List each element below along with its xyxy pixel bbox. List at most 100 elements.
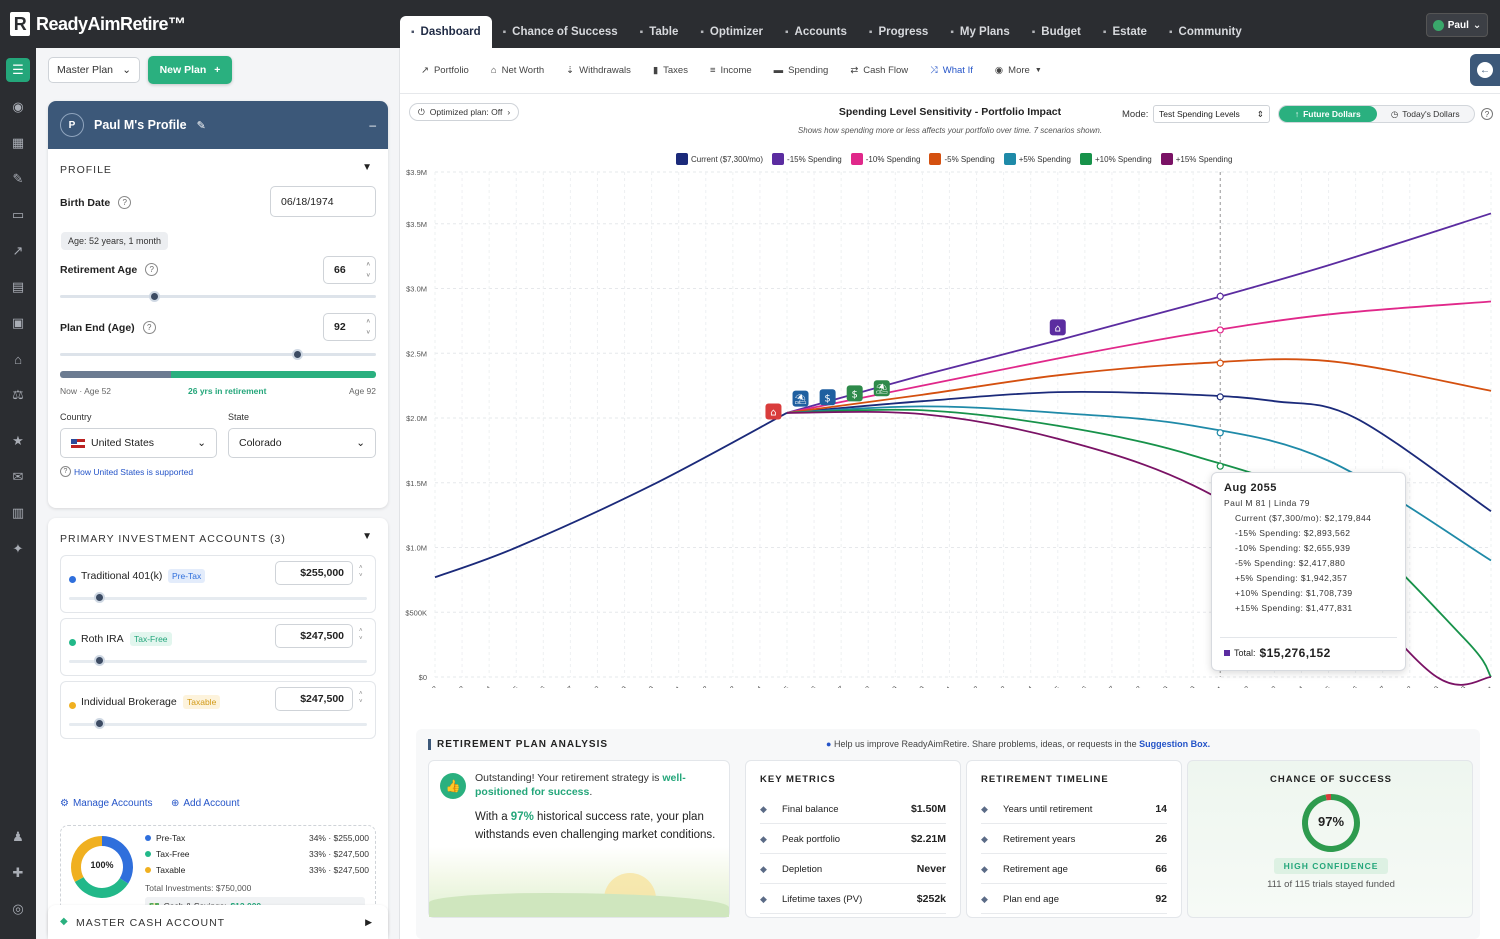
caret-down-icon[interactable]: ▼ [362,531,372,542]
house-event-icon[interactable] [765,403,782,420]
legend-item[interactable]: -15% Spending [772,153,842,165]
nav-tab-table[interactable]: ▪ Table [629,16,690,48]
future-dollars-option[interactable]: ↑ Future Dollars [1279,106,1377,122]
gift-rail-icon[interactable]: ✚ [12,865,24,880]
stepper-icon[interactable]: ˄ ˅ [359,565,363,579]
account-slider[interactable] [69,597,367,600]
estate-event-icon[interactable] [1049,319,1066,336]
todays-dollars-option[interactable]: ◷ Today's Dollars [1377,106,1475,122]
legend-item[interactable]: Current ($7,300/mo) [676,153,763,165]
legend-item[interactable]: +10% Spending [1080,153,1152,165]
legend-item[interactable]: -5% Spending [929,153,995,165]
master-cash-card[interactable]: ◆ MASTER CASH ACCOUNT ▶ [48,905,388,939]
nav-tab-my-plans[interactable]: ▪ My Plans [939,16,1020,48]
collapse-icon[interactable]: – [369,118,376,132]
mode-select[interactable]: Test Spending Levels ⇕ [1153,105,1270,123]
account-value-field[interactable]: $247,500 [275,687,353,711]
legend-item[interactable]: +5% Spending [1003,153,1071,165]
stepper-icon[interactable]: ˄ ˅ [359,628,363,642]
support-link[interactable]: ? How United States is supported [60,466,193,477]
legend-item[interactable]: -10% Spending [850,153,920,165]
subtab-cash-flow[interactable]: ⇄ Cash Flow [839,48,919,94]
manage-accounts-link[interactable]: ⚙ Manage Accounts [60,798,152,809]
key-metrics-panel: KEY METRICS ◆ Final balance $1.50M ◆ Peak po… [745,760,961,918]
book-rail-icon[interactable]: ▥ [11,505,25,520]
folder-rail-icon[interactable]: ▤ [11,279,25,294]
account-slider[interactable] [69,723,367,726]
income-event-icon[interactable] [819,389,836,406]
travel-event-icon[interactable] [873,380,890,397]
slider-knob[interactable] [93,718,105,729]
wallet-rail-icon[interactable]: ▭ [11,207,25,222]
nav-tab-progress[interactable]: ▪ Progress [858,16,939,48]
table-rail-icon[interactable]: ▦ [11,135,25,150]
help-icon[interactable]: ? [145,263,159,276]
stepper-icon[interactable]: ˄ ˅ [359,691,363,705]
caret-right-icon[interactable]: ▶ [365,917,372,927]
stepper-icon[interactable]: ˄ ˅ [366,262,370,279]
slider-knob[interactable] [93,655,105,666]
birth-date-field[interactable]: 06/18/1974 [270,186,376,217]
account-value-field[interactable]: $255,000 [275,561,353,585]
coins-rail-icon[interactable]: ◉ [12,99,24,114]
retirement-age-field[interactable]: 66 ˄ ˅ [323,256,376,284]
subtab-withdrawals[interactable]: ⇣ Withdrawals [555,48,642,94]
nav-tab-optimizer[interactable]: ▪ Optimizer [689,16,774,48]
chart-title: Spending Level Sensitivity - Portfolio I… [838,106,1062,118]
star-rail-icon[interactable]: ★ [12,433,24,448]
profile-header[interactable]: P Paul M's Profile ✎ – [48,101,388,149]
chart-rail-icon[interactable]: ↗ [12,243,24,258]
subtab-more[interactable]: ◉ More ▼ [984,48,1053,94]
plan-end-field[interactable]: 92 ˄ ˅ [323,313,376,341]
subtab-spending[interactable]: ▬ Spending [763,48,840,94]
nav-tab-community[interactable]: ▪ Community [1158,16,1253,48]
lightbulb-rail-icon[interactable]: ✦ [12,541,24,556]
retire-event-icon[interactable] [792,390,809,407]
country-select[interactable]: United States ⌄ [60,428,217,458]
timeline-end: Age 92 [349,386,376,396]
collapse-panel-button[interactable]: ← [1470,54,1500,86]
bank-rail-icon[interactable]: ⌂ [14,351,22,367]
nav-tab-dashboard[interactable]: ▪ Dashboard [400,16,492,48]
legend-item[interactable]: +15% Spending [1160,153,1232,165]
calendar-rail-icon[interactable]: ▣ [11,315,25,330]
add-account-link[interactable]: ⊕ Add Account [171,798,240,809]
nav-tab-estate[interactable]: ▪ Estate [1092,16,1158,48]
user-menu-button[interactable]: Paul ⌄ [1426,13,1488,37]
subtab-income[interactable]: ≡ Income [699,48,763,94]
wand-rail-icon[interactable]: ✎ [12,171,24,186]
account-value-field[interactable]: $247,500 [275,624,353,648]
help-icon[interactable]: ? [118,196,132,209]
optimized-plan-pill[interactable]: ⏻ Optimized plan: Off › [409,103,520,121]
social-security-event-icon[interactable] [846,385,863,402]
suggestion-box-link[interactable]: Suggestion Box. [1139,739,1211,749]
account-slider[interactable] [69,660,367,663]
edit-icon[interactable]: ✎ [196,119,206,132]
scale-rail-icon[interactable]: ⚖ [12,387,24,402]
plan-end-slider[interactable] [60,349,376,360]
chat-rail-icon[interactable]: ✉ [12,469,24,484]
state-select[interactable]: Colorado ⌄ [228,428,376,458]
subtab-taxes[interactable]: ▮ Taxes [642,48,699,94]
stepper-icon[interactable]: ˄ ˅ [366,319,370,336]
x-tick-label: 78 [1131,684,1143,688]
slider-knob[interactable] [93,592,105,603]
new-plan-button[interactable]: New Plan + [148,56,232,84]
retirement-age-slider[interactable] [60,291,376,302]
nav-tab-budget[interactable]: ▪ Budget [1021,16,1092,48]
slider-knob[interactable] [149,291,160,302]
nav-tab-chance-of-success[interactable]: ▪ Chance of Success [492,16,629,48]
app-logo[interactable]: R ReadyAimRetire™ [10,12,186,36]
slider-knob[interactable] [292,349,303,360]
users-rail-icon[interactable]: ♟ [12,829,24,844]
dashboard-rail-icon[interactable]: ☰ [6,58,30,82]
plan-select[interactable]: Master Plan ⌄ [48,57,140,83]
support-rail-icon[interactable]: ◎ [12,901,24,916]
caret-down-icon[interactable]: ▼ [362,162,372,173]
help-icon[interactable]: ? [1481,108,1493,120]
help-icon[interactable]: ? [142,321,156,334]
subtab-net-worth[interactable]: ⌂ Net Worth [480,48,555,94]
subtab-what-if[interactable]: ⤨ What If [919,48,984,94]
nav-tab-accounts[interactable]: ▪ Accounts [774,16,858,48]
subtab-portfolio[interactable]: ↗ Portfolio [410,48,480,94]
